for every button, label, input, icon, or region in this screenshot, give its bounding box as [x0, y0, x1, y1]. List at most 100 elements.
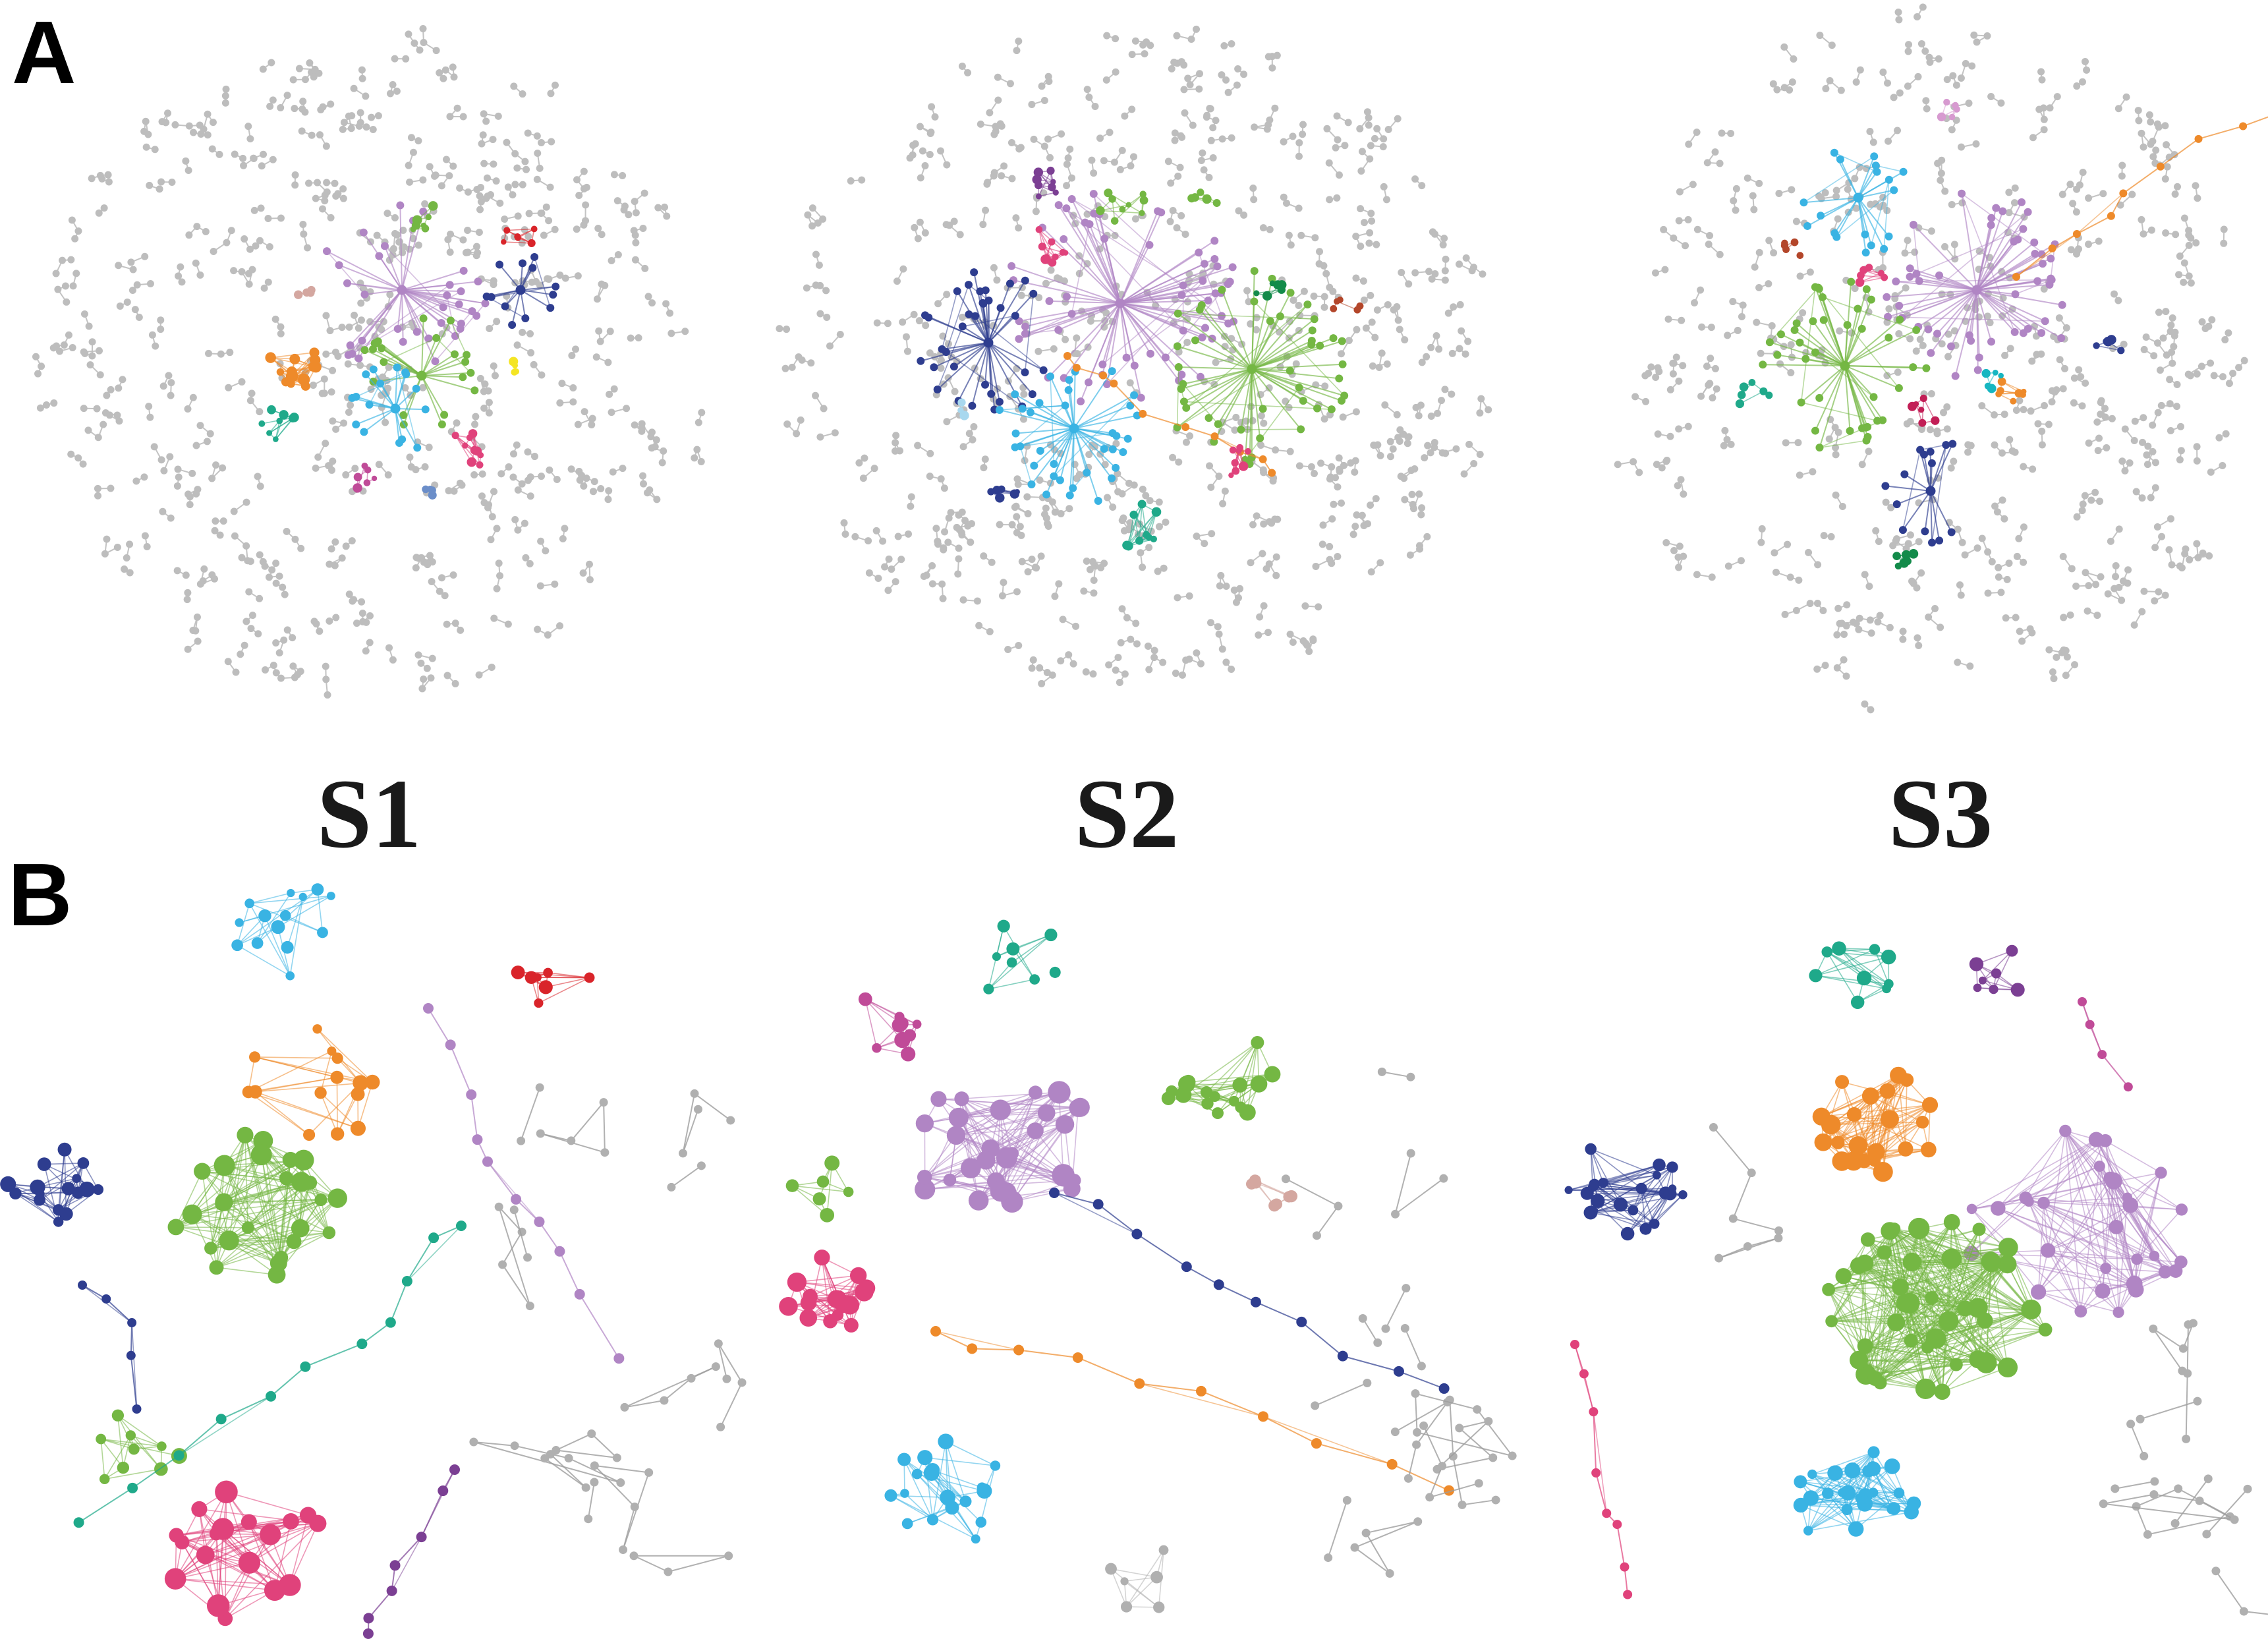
network-node	[165, 372, 173, 380]
network-node	[436, 587, 443, 595]
network-node	[42, 401, 50, 409]
network-node	[152, 342, 159, 350]
network-node	[327, 892, 335, 900]
network-node	[526, 473, 534, 481]
network-node	[99, 420, 107, 428]
network-node	[264, 215, 272, 223]
network-node	[457, 626, 465, 634]
network-node	[158, 118, 166, 126]
network-node	[95, 347, 103, 355]
network-node	[272, 579, 280, 587]
network-node	[509, 473, 517, 481]
network-node	[100, 204, 108, 212]
network-node	[182, 571, 190, 579]
network-node	[521, 158, 529, 165]
network-node	[115, 384, 123, 392]
network-node	[428, 578, 436, 586]
network-node	[326, 560, 333, 568]
network-node	[362, 647, 370, 655]
network-node	[272, 560, 280, 567]
network-node	[254, 473, 262, 480]
network-node	[509, 450, 517, 458]
network-node	[65, 331, 72, 339]
network-node	[697, 457, 705, 465]
network-node	[277, 674, 285, 682]
network-node	[503, 138, 511, 146]
network-node	[186, 501, 194, 509]
network-node	[258, 162, 266, 170]
network-node	[534, 998, 544, 1008]
network-node	[146, 181, 154, 189]
network-node	[289, 76, 297, 84]
network-node	[538, 371, 546, 379]
network-node	[480, 159, 488, 167]
network-node	[345, 112, 353, 120]
network-node	[631, 231, 639, 239]
network-node	[441, 66, 449, 74]
network-node	[151, 146, 159, 154]
network-node	[95, 209, 103, 217]
network-node	[291, 105, 298, 113]
network-node	[608, 257, 615, 265]
network-node	[631, 256, 639, 264]
network-node	[581, 408, 588, 416]
network-node	[49, 344, 57, 352]
network-node	[663, 212, 671, 220]
network-node	[142, 117, 150, 125]
network-node	[84, 426, 92, 434]
network-node	[695, 418, 702, 426]
network-node	[511, 150, 519, 158]
network-node	[204, 110, 212, 118]
network-node	[546, 183, 554, 191]
network-node	[573, 176, 581, 184]
network-node	[209, 119, 217, 127]
panel-a-label: A	[12, 3, 76, 102]
network-node	[38, 362, 45, 370]
network-node	[94, 434, 102, 442]
network-node	[291, 171, 299, 179]
network-label-s2: S2	[1074, 759, 1179, 869]
network-node	[277, 330, 285, 337]
network-node	[248, 266, 256, 274]
network-node	[639, 224, 647, 232]
network-node	[277, 104, 285, 112]
network-node	[283, 626, 291, 634]
network-node	[123, 554, 130, 562]
network-node	[311, 883, 324, 896]
network-node	[221, 92, 229, 100]
network-node	[375, 461, 383, 469]
network-node	[246, 397, 254, 405]
network-node	[188, 469, 196, 477]
network-node	[34, 370, 42, 378]
network-node	[533, 175, 541, 183]
network-node	[574, 420, 582, 428]
network-node	[287, 888, 295, 898]
network-edge	[317, 889, 324, 933]
network-node	[383, 210, 391, 217]
network-edge	[254, 1056, 338, 1059]
network-node	[230, 267, 238, 275]
network-node	[327, 214, 335, 221]
network-node	[251, 937, 264, 949]
network-node	[537, 537, 545, 545]
network-node	[584, 972, 595, 983]
network-node	[326, 617, 333, 625]
network-node	[526, 492, 534, 500]
network-node	[409, 148, 417, 156]
network-node	[530, 453, 538, 461]
network-node	[473, 243, 481, 250]
network-node	[518, 480, 526, 488]
network-node	[441, 592, 449, 600]
network-node	[511, 965, 525, 979]
network-node	[542, 547, 550, 555]
network-node	[231, 939, 243, 952]
network-node	[32, 353, 40, 360]
network-node	[299, 98, 307, 105]
network-node	[513, 441, 521, 449]
network-node	[514, 486, 522, 494]
network-node	[277, 323, 285, 331]
network-node	[619, 172, 627, 180]
network-node	[318, 205, 326, 213]
network-node	[184, 167, 192, 175]
network-node	[660, 203, 668, 211]
